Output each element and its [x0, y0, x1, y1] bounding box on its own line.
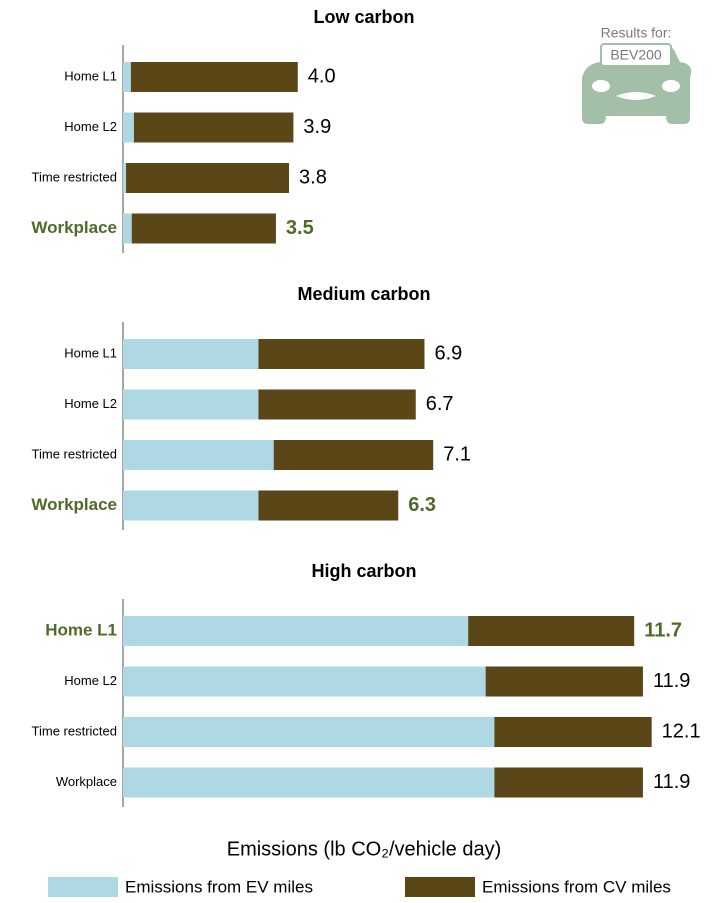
value-label: 11.9: [653, 670, 690, 692]
legend-label: Emissions from EV miles: [125, 877, 313, 896]
bar-segment: [130, 62, 298, 92]
bar-segment: [123, 440, 274, 470]
bar-segment: [258, 490, 399, 521]
bar-segment: [123, 490, 259, 521]
bar-segment: [485, 666, 643, 697]
value-label: 3.9: [303, 116, 331, 138]
category-label: Home L2: [64, 119, 117, 134]
category-label: Time restricted: [32, 723, 117, 738]
panel-title: Low carbon: [313, 7, 414, 27]
value-label: 3.5: [286, 217, 314, 239]
value-label: 6.9: [434, 342, 462, 364]
badge-window: [600, 43, 672, 67]
bar-segment: [123, 616, 469, 646]
bar-segment: [258, 339, 425, 369]
value-label: 11.7: [644, 619, 682, 641]
badge-model: BEV200: [610, 47, 662, 63]
category-label: Workplace: [31, 495, 117, 514]
value-label: 6.3: [408, 494, 436, 516]
bar-segment: [123, 666, 486, 697]
value-label: 3.8: [299, 166, 327, 188]
legend-swatch: [405, 877, 475, 897]
category-label: Workplace: [56, 774, 117, 789]
category-label: Time restricted: [32, 169, 117, 184]
badge-caption: Results for:: [601, 25, 672, 41]
bar-segment: [468, 616, 635, 646]
bar-segment: [123, 213, 132, 244]
panel-title: Medium carbon: [297, 284, 430, 304]
value-label: 4.0: [308, 65, 336, 87]
bar-segment: [494, 767, 643, 798]
headlight: [592, 80, 610, 92]
headlight: [662, 80, 680, 92]
x-axis-title: Emissions (lb CO₂/vehicle day): [227, 838, 502, 860]
bar-segment: [126, 163, 290, 193]
panel-title: High carbon: [311, 561, 416, 581]
category-label: Home L1: [45, 620, 117, 639]
category-label: Home L2: [64, 673, 117, 688]
category-label: Home L2: [64, 396, 117, 411]
value-label: 6.7: [426, 393, 454, 415]
bar-segment: [123, 767, 495, 798]
bar-segment: [494, 717, 652, 747]
bar-segment: [258, 389, 416, 420]
bar-segment: [123, 389, 259, 420]
category-label: Home L1: [64, 345, 117, 360]
bar-segment: [133, 112, 294, 143]
bar-segment: [123, 62, 131, 92]
legend-label: Emissions from CV miles: [482, 877, 671, 896]
bar-segment: [131, 213, 276, 244]
bar-segment: [123, 339, 259, 369]
bar-segment: [273, 440, 434, 470]
bar-segment: [123, 112, 134, 143]
value-label: 11.9: [653, 771, 690, 793]
value-label: 7.1: [443, 443, 471, 465]
badge: Results for: BEV200: [582, 25, 692, 124]
bar-segment: [123, 163, 127, 193]
category-label: Workplace: [31, 218, 117, 237]
category-label: Home L1: [64, 68, 117, 83]
value-label: 12.1: [662, 720, 701, 742]
legend-swatch: [48, 877, 118, 897]
bar-segment: [123, 717, 495, 747]
grille: [616, 92, 656, 100]
category-label: Time restricted: [32, 446, 117, 461]
